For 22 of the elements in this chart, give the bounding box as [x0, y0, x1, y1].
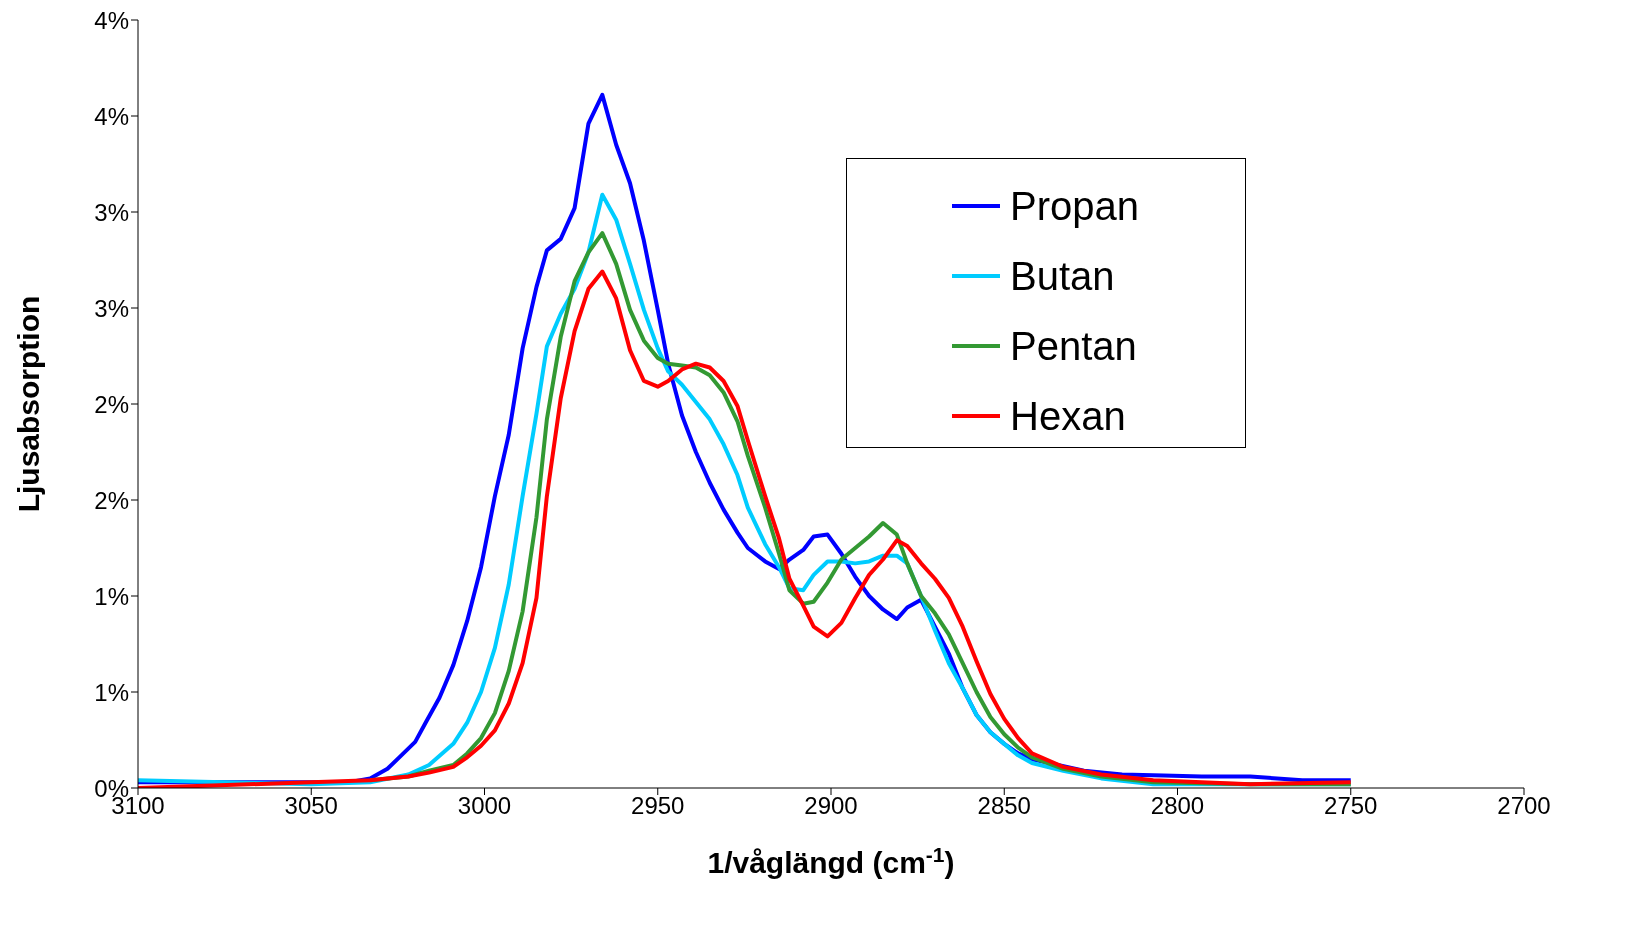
legend-label: Pentan [1010, 323, 1137, 369]
y-tick-label: 2% [94, 390, 129, 418]
y-tick-label: 3% [94, 294, 129, 322]
x-axis-title: 1/våglängd (cm$^{-1}$) [707, 842, 955, 879]
y-tick-label: 4% [94, 102, 129, 130]
x-tick-label: 3000 [457, 792, 512, 820]
y-tick-label: 2% [94, 486, 129, 514]
y-axis-title: Ljusabsorption [11, 295, 45, 513]
x-tick-label: 2750 [1324, 792, 1378, 820]
y-tick-label: 1% [94, 582, 129, 610]
x-tick-label: 2900 [804, 792, 858, 820]
x-tick-label: 2800 [1150, 792, 1205, 820]
x-tick-label: 2950 [631, 792, 685, 820]
y-tick-label: 1% [94, 678, 129, 706]
legend-label: Hexan [1010, 393, 1126, 439]
x-tick-label: 2850 [977, 792, 1031, 820]
legend-label: Butan [1010, 253, 1115, 299]
y-tick-label: 4% [94, 6, 129, 34]
x-tick-label: 3050 [284, 792, 338, 820]
legend-label: Propan [1010, 183, 1139, 229]
x-tick-label: 2700 [1497, 792, 1551, 820]
y-tick-label: 3% [94, 198, 129, 226]
